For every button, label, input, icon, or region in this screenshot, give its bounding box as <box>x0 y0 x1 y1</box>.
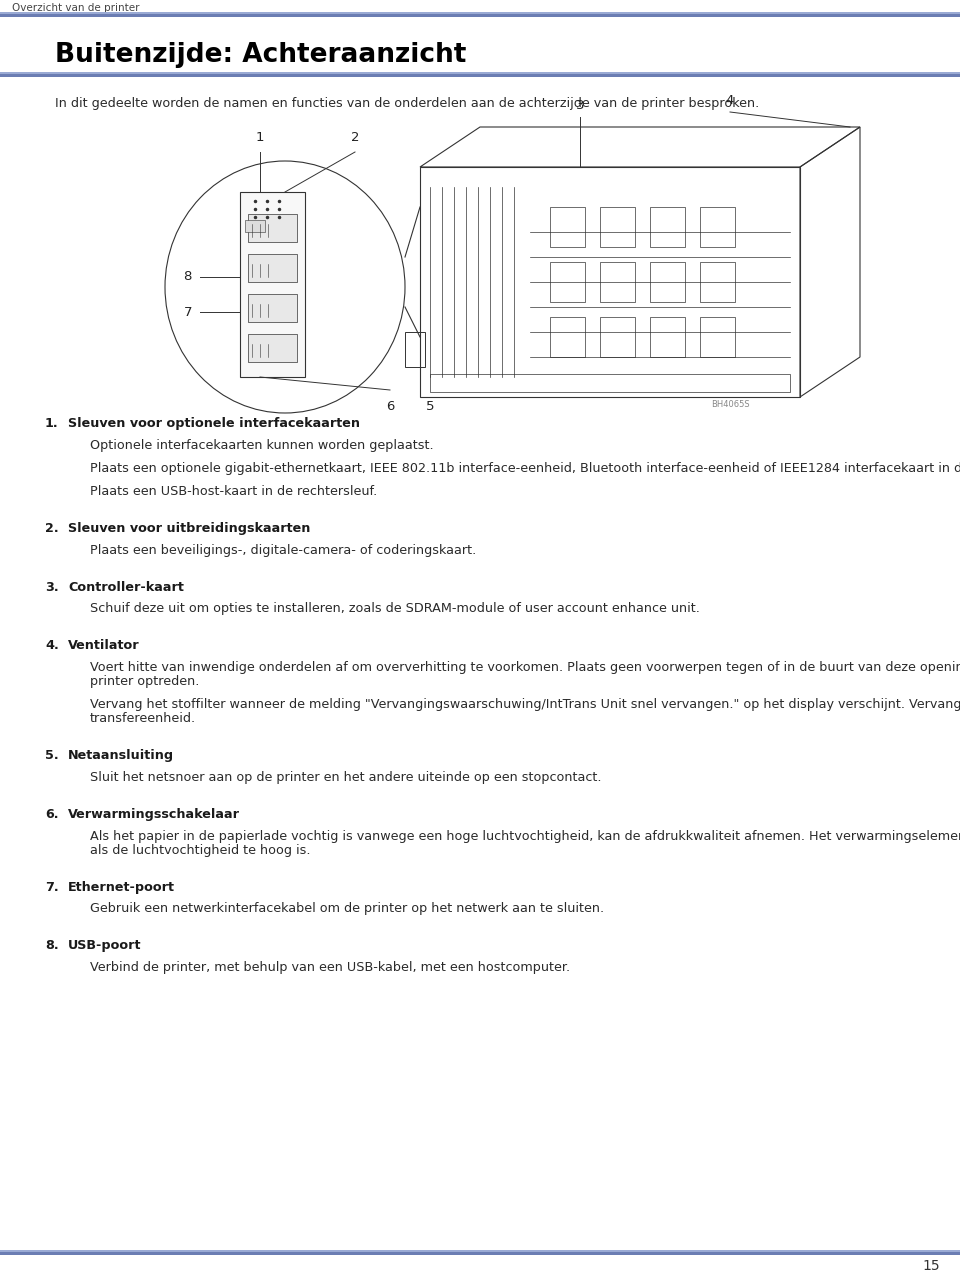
Text: In dit gedeelte worden de namen en functies van de onderdelen aan de achterzijde: In dit gedeelte worden de namen en funct… <box>55 97 759 109</box>
Bar <box>550 262 585 301</box>
Text: Gebruik een netwerkinterfacekabel om de printer op het netwerk aan te sluiten.: Gebruik een netwerkinterfacekabel om de … <box>90 902 604 916</box>
Text: Plaats een USB-host-kaart in de rechtersleuf.: Plaats een USB-host-kaart in de rechters… <box>90 485 377 497</box>
Text: transfereenheid.: transfereenheid. <box>90 712 196 725</box>
Bar <box>248 335 297 363</box>
Text: als de luchtvochtigheid te hoog is.: als de luchtvochtigheid te hoog is. <box>90 843 310 856</box>
Bar <box>600 317 635 357</box>
Text: Ethernet-poort: Ethernet-poort <box>68 880 175 894</box>
Text: Plaats een beveiligings-, digitale-camera- of coderingskaart.: Plaats een beveiligings-, digitale-camer… <box>90 543 476 557</box>
Text: 2.: 2. <box>45 522 59 534</box>
Bar <box>248 254 297 282</box>
Text: 15: 15 <box>923 1259 940 1272</box>
Bar <box>650 317 685 357</box>
Text: Sleuven voor uitbreidingskaarten: Sleuven voor uitbreidingskaarten <box>68 522 310 534</box>
Bar <box>550 207 585 247</box>
Bar <box>700 317 735 357</box>
Bar <box>700 262 735 301</box>
Text: BH4065S: BH4065S <box>710 399 750 410</box>
Text: 6: 6 <box>386 399 395 413</box>
Text: Verwarmingsschakelaar: Verwarmingsschakelaar <box>68 808 240 820</box>
Text: 3: 3 <box>576 99 585 112</box>
Text: 5: 5 <box>425 399 434 413</box>
Bar <box>650 207 685 247</box>
Text: 1.: 1. <box>45 417 59 430</box>
Bar <box>650 262 685 301</box>
Bar <box>0 73 960 74</box>
Text: Overzicht van de printer: Overzicht van de printer <box>12 3 139 13</box>
Text: 2: 2 <box>350 131 359 144</box>
Bar <box>430 374 790 392</box>
Bar <box>0 1252 960 1255</box>
Text: 3.: 3. <box>45 580 59 594</box>
Bar <box>0 1250 960 1252</box>
Text: 8.: 8. <box>45 940 59 953</box>
Text: Schuif deze uit om opties te installeren, zoals de SDRAM-module of user account : Schuif deze uit om opties te installeren… <box>90 603 700 616</box>
Text: Ventilator: Ventilator <box>68 640 139 653</box>
Text: Als het papier in de papierlade vochtig is vanwege een hoge luchtvochtigheid, ka: Als het papier in de papierlade vochtig … <box>90 829 960 842</box>
Text: USB-poort: USB-poort <box>68 940 141 953</box>
Text: Optionele interfacekaarten kunnen worden geplaatst.: Optionele interfacekaarten kunnen worden… <box>90 439 434 452</box>
Bar <box>600 262 635 301</box>
Text: Verbind de printer, met behulp van een USB-kabel, met een hostcomputer.: Verbind de printer, met behulp van een U… <box>90 962 570 974</box>
Text: 7.: 7. <box>45 880 59 894</box>
Text: 6.: 6. <box>45 808 59 820</box>
Text: 5.: 5. <box>45 749 59 762</box>
Text: Controller-kaart: Controller-kaart <box>68 580 184 594</box>
Text: Buitenzijde: Achteraanzicht: Buitenzijde: Achteraanzicht <box>55 42 467 67</box>
Text: Sleuven voor optionele interfacekaarten: Sleuven voor optionele interfacekaarten <box>68 417 360 430</box>
Text: 7: 7 <box>183 305 192 318</box>
Text: printer optreden.: printer optreden. <box>90 675 200 688</box>
Bar <box>240 192 305 377</box>
Bar <box>405 332 425 368</box>
Bar <box>550 317 585 357</box>
Bar <box>248 214 297 242</box>
Text: Voert hitte van inwendige onderdelen af om oververhitting te voorkomen. Plaats g: Voert hitte van inwendige onderdelen af … <box>90 661 960 674</box>
Text: 8: 8 <box>183 271 192 284</box>
Text: 4: 4 <box>726 94 734 107</box>
Bar <box>600 207 635 247</box>
Bar <box>248 294 297 322</box>
Bar <box>0 14 960 17</box>
Text: Plaats een optionele gigabit-ethernetkaart, IEEE 802.11b interface-eenheid, Blue: Plaats een optionele gigabit-ethernetkaa… <box>90 462 960 474</box>
Text: 4.: 4. <box>45 640 59 653</box>
Bar <box>245 220 265 232</box>
Bar <box>0 74 960 78</box>
Text: Vervang het stoffilter wanneer de melding "Vervangingswaarschuwing/IntTrans Unit: Vervang het stoffilter wanneer de meldin… <box>90 698 960 711</box>
Text: Sluit het netsnoer aan op de printer en het andere uiteinde op een stopcontact.: Sluit het netsnoer aan op de printer en … <box>90 771 602 784</box>
Bar <box>0 11 960 14</box>
Text: Netaansluiting: Netaansluiting <box>68 749 174 762</box>
Bar <box>700 207 735 247</box>
Text: 1: 1 <box>255 131 264 144</box>
